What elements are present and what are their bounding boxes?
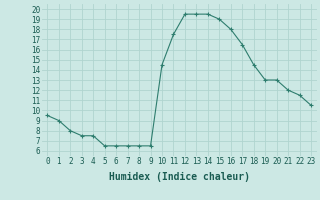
X-axis label: Humidex (Indice chaleur): Humidex (Indice chaleur) [109, 172, 250, 182]
